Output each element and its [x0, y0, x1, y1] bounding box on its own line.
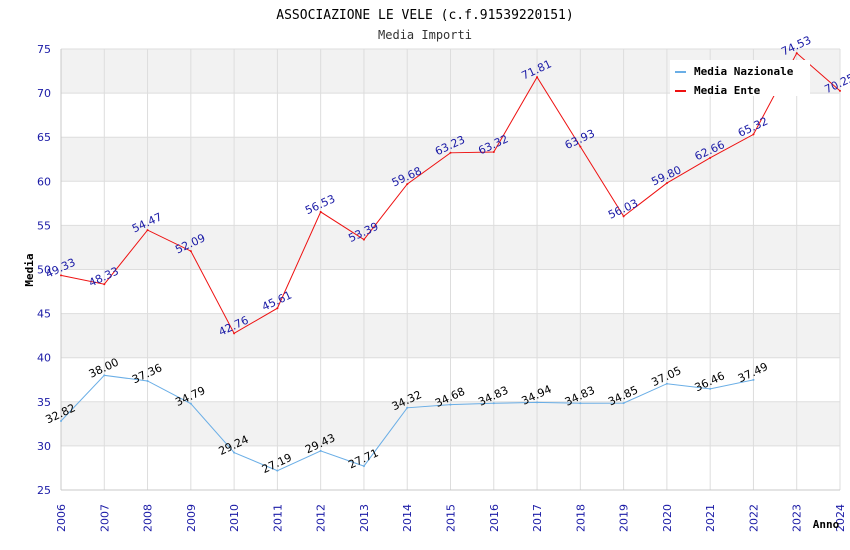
data-point: [233, 332, 236, 335]
y-tick-label: 35: [37, 396, 51, 409]
data-point: [406, 183, 409, 186]
data-point: [276, 307, 279, 310]
x-tick-label: 2010: [228, 504, 241, 532]
data-point: [665, 382, 668, 385]
data-point: [492, 151, 495, 154]
data-point: [839, 89, 841, 92]
x-tick-label: 2015: [445, 504, 458, 532]
data-point: [665, 182, 668, 185]
data-point: [579, 402, 582, 405]
data-point: [536, 76, 539, 79]
y-tick-label: 55: [37, 219, 51, 232]
data-point: [362, 465, 365, 468]
x-tick-label: 2023: [791, 504, 804, 532]
legend: Media Nazionale Media Ente: [670, 60, 810, 97]
data-point: [622, 215, 625, 218]
x-tick-label: 2009: [185, 504, 198, 532]
data-point: [189, 250, 192, 253]
data-point: [60, 420, 62, 423]
x-tick-label: 2017: [531, 504, 544, 532]
data-point: [709, 156, 712, 159]
y-tick-label: 75: [37, 43, 51, 56]
data-point: [189, 402, 192, 405]
x-tick-label: 2022: [747, 504, 760, 532]
data-point: [622, 402, 625, 405]
x-tick-label: 2014: [401, 504, 414, 532]
x-tick-label: 2021: [704, 504, 717, 532]
y-tick-label: 50: [37, 264, 51, 277]
x-tick-label: 2011: [271, 504, 284, 532]
data-point: [103, 283, 106, 286]
x-tick-label: 2007: [98, 504, 111, 532]
axes: 25 30 35 40 45 50 55 60 65 70 75 2006 2007 2008 2009 20…: [37, 43, 847, 532]
y-tick-label: 30: [37, 440, 51, 453]
data-point: [579, 145, 582, 148]
chart-title: ASSOCIAZIONE LE VELE (c.f.91539220151): [276, 8, 573, 23]
x-tick-label: 2006: [55, 504, 68, 532]
data-point: [103, 374, 106, 377]
x-tick-label: 2016: [488, 504, 501, 532]
data-point: [146, 229, 149, 232]
y-tick-label: 25: [37, 484, 51, 497]
y-axis-title: Media: [23, 253, 36, 286]
y-tick-label: 60: [37, 175, 51, 188]
x-tick-label: 2008: [142, 504, 155, 532]
x-tick-label: 2019: [618, 504, 631, 532]
data-point: [709, 387, 712, 390]
data-point: [752, 378, 755, 381]
legend-label-nazionale: Media Nazionale: [694, 65, 794, 78]
data-point: [233, 451, 236, 454]
data-point: [795, 52, 798, 55]
data-point: [319, 449, 322, 452]
legend-background: [670, 60, 810, 96]
data-point: [406, 406, 409, 409]
data-point: [276, 469, 279, 472]
series-lines: [60, 52, 841, 472]
data-point: [319, 210, 322, 213]
data-point: [492, 402, 495, 405]
data-point: [146, 379, 149, 382]
data-point: [362, 238, 365, 241]
data-point: [449, 403, 452, 406]
chart-subtitle: Media Importi: [378, 28, 472, 42]
y-tick-label: 45: [37, 308, 51, 321]
x-axis-title: Anno: [813, 518, 840, 531]
x-tick-label: 2018: [574, 504, 587, 532]
data-point: [60, 274, 62, 277]
x-tick-label: 2012: [315, 504, 328, 532]
x-tick-label: 2024: [834, 504, 847, 532]
y-tick-label: 70: [37, 87, 51, 100]
x-tick-label: 2020: [661, 504, 674, 532]
legend-label-ente: Media Ente: [694, 84, 761, 97]
y-tick-label: 40: [37, 352, 51, 365]
data-point: [752, 133, 755, 136]
y-tick-label: 65: [37, 131, 51, 144]
x-tick-label: 2013: [358, 504, 371, 532]
grid: [60, 48, 841, 491]
data-point: [449, 151, 452, 154]
data-point: [536, 401, 539, 404]
